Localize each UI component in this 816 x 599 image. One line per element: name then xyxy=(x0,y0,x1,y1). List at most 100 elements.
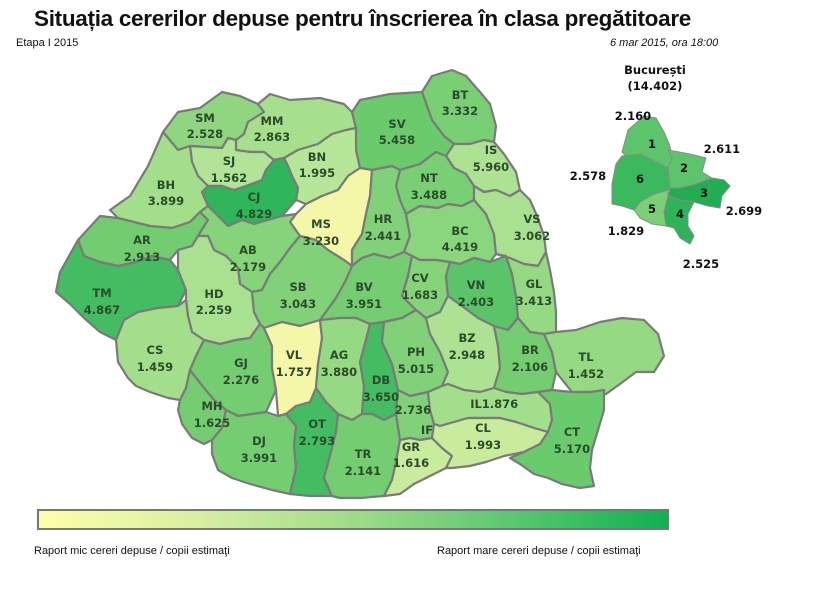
sector-number-6: 6 xyxy=(636,172,644,186)
label-code-HR: HR xyxy=(374,212,393,226)
label-value-NT: 3.488 xyxy=(411,188,447,202)
label-code-PH: PH xyxy=(407,345,425,359)
label-code-VS: VS xyxy=(523,212,540,226)
label-code-IS: IS xyxy=(485,143,498,157)
county-TL[interactable] xyxy=(542,316,666,396)
label-code-VN: VN xyxy=(467,278,486,292)
label-code-SM: SM xyxy=(195,111,215,125)
label-value-IS: 5.960 xyxy=(473,160,509,174)
label-code-BH: BH xyxy=(157,178,175,192)
label-code-TR: TR xyxy=(355,447,372,461)
county-labels: SM 2.528 MM 2.863 BT 3.332 SV 5.458 SJ 1… xyxy=(84,88,604,478)
label-code-TL: TL xyxy=(578,350,594,364)
timestamp-label: 6 mar 2015, ora 18:00 xyxy=(610,37,719,49)
legend-low-label: Raport mic cereri depuse / copii estimaţ… xyxy=(34,545,230,557)
county-GL[interactable] xyxy=(494,250,558,336)
label-code-VL: VL xyxy=(286,348,303,362)
label-code-MS: MS xyxy=(311,217,331,231)
label-code-CV: CV xyxy=(411,271,428,285)
label-code-BT: BT xyxy=(452,88,469,102)
county-CT[interactable] xyxy=(508,388,606,490)
label-code-OT: OT xyxy=(308,417,326,431)
sector-number-2: 2 xyxy=(680,161,688,175)
label-value-SJ: 1.562 xyxy=(211,171,247,185)
label-code-MM: MM xyxy=(261,114,284,128)
label-code-TM: TM xyxy=(92,286,111,300)
label-value-CS: 1.459 xyxy=(137,360,173,374)
label-code-SV: SV xyxy=(388,117,405,131)
page-title: Situația cererilor depuse pentru înscrie… xyxy=(34,6,692,31)
label-value-SV: 5.458 xyxy=(379,133,415,147)
bucuresti-inset: București (14.402) 1 2 3 4 5 6 2.160 2.6… xyxy=(570,63,762,271)
label-code-SB: SB xyxy=(289,280,306,294)
label-code-BN: BN xyxy=(308,150,326,164)
label-code-BV: BV xyxy=(355,280,372,294)
sector-number-5: 5 xyxy=(648,202,656,216)
label-value-CJ: 4.829 xyxy=(236,207,272,221)
label-value-IL: 1.876 xyxy=(482,397,518,411)
label-code-BZ: BZ xyxy=(458,331,475,345)
label-code-HD: HD xyxy=(204,287,223,301)
label-code-AG: AG xyxy=(330,348,348,362)
sector-value-4: 2.525 xyxy=(683,257,719,271)
sector-value-3: 2.699 xyxy=(726,204,762,218)
sector-number-4: 4 xyxy=(676,207,684,221)
sector-value-2: 2.611 xyxy=(704,142,740,156)
label-code-DJ: DJ xyxy=(252,434,266,448)
label-value-PH: 5.015 xyxy=(398,362,434,376)
label-code-BC: BC xyxy=(451,224,468,238)
label-value-TR: 2.141 xyxy=(345,464,381,478)
label-code-AB: AB xyxy=(239,243,257,257)
label-value-MS: 3.230 xyxy=(303,234,339,248)
label-code-CT: CT xyxy=(564,425,580,439)
label-value-AG: 3.880 xyxy=(321,365,357,379)
label-code-IF: IF xyxy=(421,423,433,437)
label-value-SM: 2.528 xyxy=(187,127,223,141)
label-code-BR: BR xyxy=(521,343,539,357)
label-value-DJ: 3.991 xyxy=(241,451,277,465)
county-TM[interactable] xyxy=(54,238,188,342)
label-value-SB: 3.043 xyxy=(280,297,316,311)
label-code-CS: CS xyxy=(147,343,164,357)
label-value-TL: 1.452 xyxy=(568,367,604,381)
label-value-MM: 2.863 xyxy=(254,130,290,144)
label-value-BR: 2.106 xyxy=(512,360,548,374)
label-value-VL: 1.757 xyxy=(276,365,312,379)
label-value-GJ: 2.276 xyxy=(223,373,259,387)
bucuresti-total: (14.402) xyxy=(628,79,683,93)
sector-value-5: 1.829 xyxy=(608,224,644,238)
label-code-GR: GR xyxy=(402,440,420,454)
label-value-IF: 2.736 xyxy=(395,403,431,417)
label-code-AR: AR xyxy=(133,233,151,247)
label-code-MH: MH xyxy=(201,399,222,413)
label-value-TM: 4.867 xyxy=(84,303,120,317)
label-code-CJ: CJ xyxy=(248,190,261,204)
legend-high-label: Raport mare cereri depuse / copii estima… xyxy=(437,545,641,557)
label-code-DB: DB xyxy=(372,373,390,387)
label-value-GL: 3.413 xyxy=(516,294,552,308)
label-code-SJ: SJ xyxy=(223,154,236,168)
label-value-AR: 2.913 xyxy=(124,250,160,264)
label-value-BT: 3.332 xyxy=(442,104,478,118)
sector-number-1: 1 xyxy=(648,137,656,151)
label-value-BH: 3.899 xyxy=(148,194,184,208)
county-GR[interactable] xyxy=(382,436,454,498)
label-code-NT: NT xyxy=(420,171,438,185)
label-value-BZ: 2.948 xyxy=(449,348,485,362)
color-scale-legend xyxy=(37,509,669,530)
label-value-HR: 2.441 xyxy=(365,229,401,243)
stage-label: Etapa I 2015 xyxy=(16,37,79,49)
label-value-CL: 1.993 xyxy=(465,438,501,452)
label-value-VS: 3.062 xyxy=(514,229,550,243)
label-value-AB: 2.179 xyxy=(230,260,266,274)
sector-6[interactable] xyxy=(611,153,671,211)
label-code-CL: CL xyxy=(475,421,491,435)
label-value-DB: 3.650 xyxy=(363,390,399,404)
label-value-GR: 1.616 xyxy=(393,456,429,470)
bucuresti-title: București xyxy=(624,63,686,77)
label-value-VN: 2.403 xyxy=(458,295,494,309)
label-code-GJ: GJ xyxy=(234,356,248,370)
label-value-CT: 5.170 xyxy=(554,442,590,456)
sector-number-3: 3 xyxy=(700,186,708,200)
